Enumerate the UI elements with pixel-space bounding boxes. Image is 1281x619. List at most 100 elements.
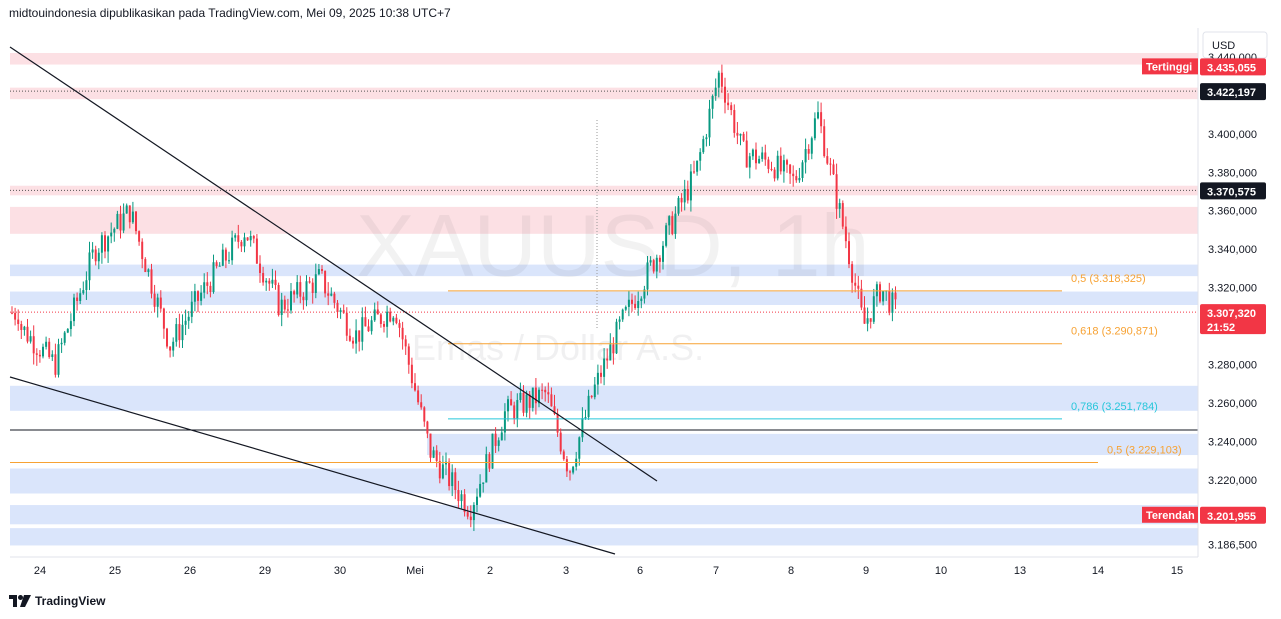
candle-body	[243, 237, 246, 247]
candle-body	[857, 285, 860, 289]
candle-body	[299, 282, 302, 297]
candle-body	[658, 257, 661, 262]
candle-body	[153, 293, 156, 307]
price-tag-box	[1200, 304, 1266, 335]
candle-body	[104, 235, 106, 252]
candle-body	[500, 432, 503, 441]
candle-body	[348, 335, 351, 341]
price-tag-value: 3.422,197	[1207, 87, 1256, 99]
candle-body	[668, 216, 671, 226]
candle-body	[361, 317, 364, 342]
price-tag-label-box	[1142, 58, 1198, 75]
candle-body	[711, 95, 714, 109]
candle-body	[280, 299, 283, 315]
candle-body	[221, 249, 224, 266]
candle-body	[801, 162, 804, 179]
candle-body	[677, 197, 680, 214]
candle-body	[60, 342, 63, 345]
candle-body	[317, 269, 320, 275]
candle-body	[417, 390, 420, 403]
candle-body	[311, 282, 314, 293]
candle-body	[727, 102, 730, 106]
candle-body	[420, 402, 423, 408]
candle-body	[891, 292, 894, 313]
candle-body	[296, 282, 299, 295]
candle-body	[758, 158, 761, 164]
candle-body	[739, 133, 742, 136]
price-tag-box	[1200, 58, 1266, 76]
candle-body	[708, 108, 711, 138]
candle-body	[755, 149, 757, 164]
candle-body	[844, 226, 847, 242]
candle-body	[389, 311, 392, 322]
supply-zone	[10, 53, 1198, 65]
supply-zone	[10, 206, 1198, 234]
candle-body	[717, 72, 720, 88]
fib-level-label: 0,618 (3.290,871)	[1071, 326, 1158, 338]
candle-body	[606, 358, 609, 361]
candle-body	[302, 296, 305, 301]
candle-body	[29, 336, 32, 342]
candle-body	[14, 312, 17, 320]
price-tag-label-box	[1142, 506, 1198, 523]
candle-body	[88, 252, 91, 281]
candle-body	[193, 291, 196, 302]
candle-body	[410, 364, 413, 384]
candle-body	[367, 326, 370, 332]
price-tag-countdown: 21:52	[1207, 322, 1235, 334]
price-tag-box	[1200, 182, 1266, 200]
candle-body	[66, 329, 69, 333]
candle-body	[57, 344, 60, 375]
lines-layer	[10, 90, 1198, 431]
candle-body	[674, 213, 677, 234]
candle-body	[265, 280, 268, 283]
candle-body	[779, 155, 782, 172]
candle-body	[454, 472, 457, 491]
candle-body	[826, 156, 829, 164]
candle-body	[507, 399, 509, 412]
y-tick-label: 3.400,000	[1208, 129, 1257, 141]
candle-body	[364, 317, 367, 327]
candle-body	[314, 274, 317, 293]
tradingview-logo-icon	[9, 595, 31, 607]
watermark-symbol: XAUUSD, 1h	[356, 196, 870, 295]
x-tick-label: 7	[713, 565, 719, 577]
candle-body	[426, 421, 429, 434]
candle-body	[587, 395, 590, 418]
candle-body	[615, 321, 618, 354]
candle-body	[627, 299, 630, 307]
candle-body	[823, 126, 826, 157]
candle-body	[705, 137, 708, 140]
candle-body	[274, 279, 277, 286]
candle-body	[751, 149, 754, 157]
candle-body	[162, 308, 165, 329]
candle-body	[600, 372, 602, 377]
candle-body	[748, 156, 751, 168]
candle-body	[724, 86, 726, 103]
candle-body	[435, 450, 438, 461]
candle-body	[262, 272, 265, 283]
candle-body	[125, 205, 128, 214]
candle-body	[637, 301, 640, 309]
fib-level-label: 0,5 (3.229,103)	[1107, 445, 1182, 457]
candle-body	[652, 260, 655, 272]
fib-level-label: 0,786 (3.251,784)	[1071, 401, 1158, 413]
candle-body	[730, 105, 733, 111]
candle-body	[128, 205, 131, 223]
x-tick-label: 8	[788, 565, 794, 577]
candle-body	[680, 197, 683, 203]
candle-body	[156, 297, 159, 307]
candle-body	[550, 394, 553, 407]
candle-body	[522, 392, 525, 413]
candle-body	[54, 354, 57, 375]
candle-body	[79, 293, 82, 301]
y-tick-label: 3.220,000	[1208, 475, 1257, 487]
candle-body	[63, 332, 66, 343]
candle-body	[82, 290, 85, 294]
candle-body	[395, 317, 398, 324]
candle-body	[482, 482, 485, 484]
candle-body	[206, 282, 209, 286]
candle-body	[761, 152, 764, 159]
candle-body	[624, 306, 627, 310]
